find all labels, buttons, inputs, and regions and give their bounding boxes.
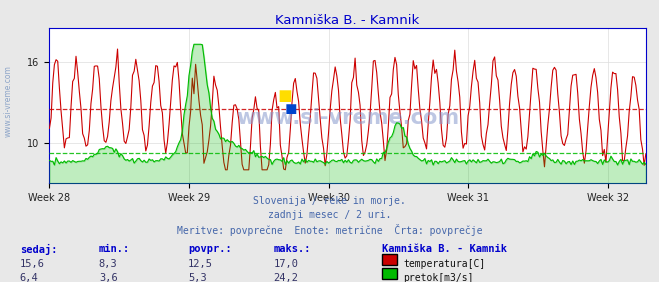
Text: pretok[m3/s]: pretok[m3/s] — [403, 273, 474, 282]
Text: 8,3: 8,3 — [99, 259, 117, 268]
Text: maks.:: maks.: — [273, 244, 311, 254]
Text: min.:: min.: — [99, 244, 130, 254]
Text: 24,2: 24,2 — [273, 273, 299, 282]
Text: 3,6: 3,6 — [99, 273, 117, 282]
Text: 5,3: 5,3 — [188, 273, 206, 282]
Text: Meritve: povprečne  Enote: metrične  Črta: povprečje: Meritve: povprečne Enote: metrične Črta:… — [177, 224, 482, 236]
Text: www.si-vreme.com: www.si-vreme.com — [3, 66, 13, 137]
Text: temperatura[C]: temperatura[C] — [403, 259, 486, 268]
Text: ◼: ◼ — [285, 101, 297, 116]
Text: 15,6: 15,6 — [20, 259, 45, 268]
Title: Kamniška B. - Kamnik: Kamniška B. - Kamnik — [275, 14, 420, 27]
Text: 6,4: 6,4 — [20, 273, 38, 282]
Text: ◼: ◼ — [277, 87, 293, 105]
Text: zadnji mesec / 2 uri.: zadnji mesec / 2 uri. — [268, 210, 391, 220]
Text: www.si-vreme.com: www.si-vreme.com — [236, 108, 459, 128]
Text: povpr.:: povpr.: — [188, 244, 231, 254]
Text: Slovenija / reke in morje.: Slovenija / reke in morje. — [253, 196, 406, 206]
Text: 12,5: 12,5 — [188, 259, 213, 268]
Text: Kamniška B. - Kamnik: Kamniška B. - Kamnik — [382, 244, 507, 254]
Text: 17,0: 17,0 — [273, 259, 299, 268]
Text: sedaj:: sedaj: — [20, 244, 57, 255]
